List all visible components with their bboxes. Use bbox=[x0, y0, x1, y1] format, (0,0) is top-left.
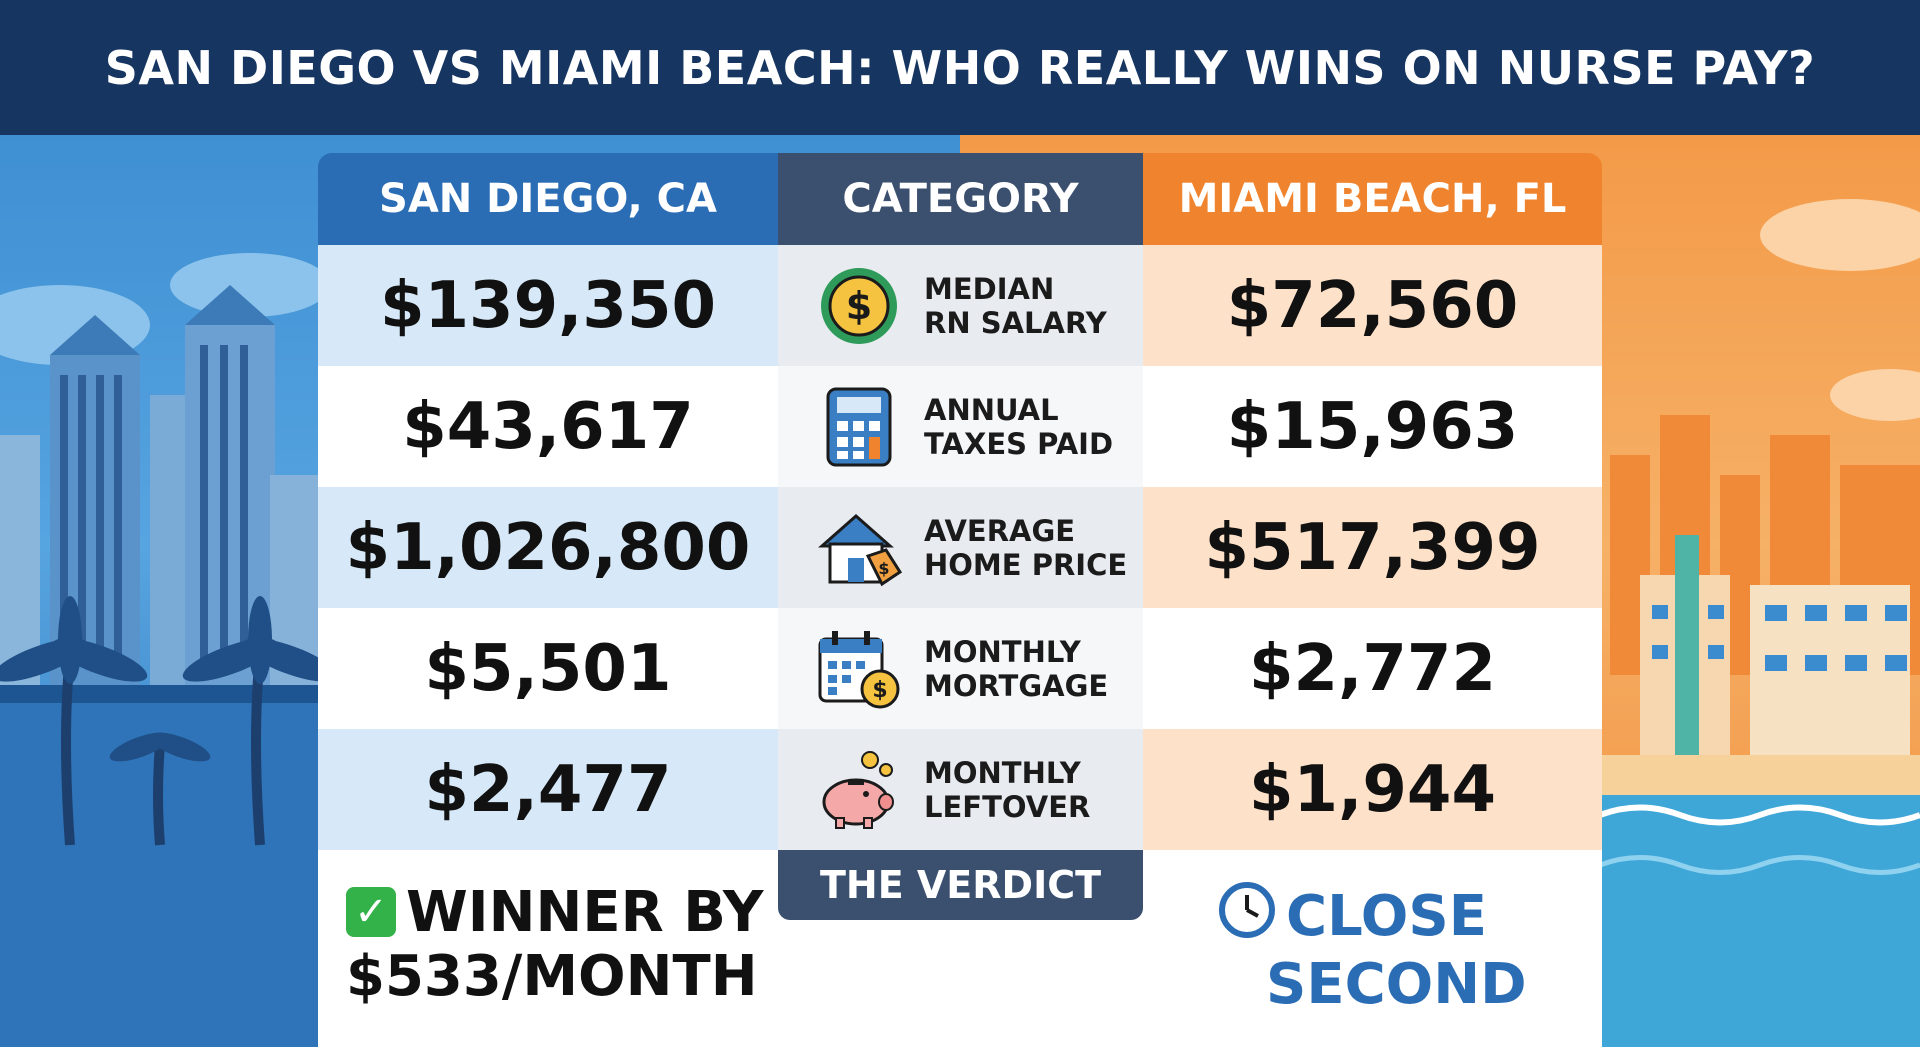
title-bar: SAN DIEGO VS MIAMI BEACH: WHO REALLY WIN… bbox=[0, 0, 1920, 135]
page-title: SAN DIEGO VS MIAMI BEACH: WHO REALLY WIN… bbox=[104, 40, 1816, 95]
category-row: MONTHLY LEFTOVER bbox=[778, 729, 1143, 850]
category-label-line2: MORTGAGE bbox=[924, 668, 1109, 703]
san-diego-salary: $139,350 bbox=[318, 245, 778, 366]
house-price-tag-icon: $ bbox=[816, 505, 902, 591]
category-header: CATEGORY bbox=[778, 153, 1143, 245]
category-row: $ MEDIAN RN SALARY bbox=[778, 245, 1143, 366]
category-column: CATEGORY $ MEDIAN RN SALARY ANNUAL TAXES P… bbox=[778, 153, 1143, 850]
svg-text:$: $ bbox=[878, 559, 889, 578]
category-row: ANNUAL TAXES PAID bbox=[778, 366, 1143, 487]
piggy-bank-icon bbox=[816, 747, 902, 833]
winner-text: ✓ WINNER BY $533/MONTH bbox=[346, 881, 763, 1009]
miami-leftover: $1,944 bbox=[1143, 729, 1602, 850]
san-diego-header: SAN DIEGO, CA bbox=[318, 153, 778, 245]
calculator-icon bbox=[816, 384, 902, 470]
svg-text:$: $ bbox=[846, 284, 872, 328]
miami-taxes: $15,963 bbox=[1143, 366, 1602, 487]
miami-home-price: $517,399 bbox=[1143, 487, 1602, 608]
san-diego-column: SAN DIEGO, CA $139,350 $43,617 $1,026,80… bbox=[318, 153, 778, 850]
category-label-line2: TAXES PAID bbox=[924, 426, 1114, 461]
san-diego-taxes: $43,617 bbox=[318, 366, 778, 487]
clock-icon bbox=[1218, 881, 1276, 953]
svg-text:$: $ bbox=[872, 678, 887, 703]
san-diego-home-price: $1,026,800 bbox=[318, 487, 778, 608]
san-diego-skyline-illustration bbox=[0, 135, 320, 1047]
comparison-table: SAN DIEGO, CA $139,350 $43,617 $1,026,80… bbox=[318, 153, 1602, 1047]
close-line1: CLOSE bbox=[1286, 884, 1487, 949]
verdict-wrapper: THE VERDICT bbox=[778, 850, 1143, 920]
calendar-dollar-icon: $ bbox=[816, 626, 902, 712]
miami-beach-illustration bbox=[1600, 135, 1920, 1047]
close-second-text: CLOSE SECOND bbox=[1218, 881, 1527, 1017]
san-diego-mortgage: $5,501 bbox=[318, 608, 778, 729]
miami-mortgage: $2,772 bbox=[1143, 608, 1602, 729]
miami-salary: $72,560 bbox=[1143, 245, 1602, 366]
category-label-line2: LEFTOVER bbox=[924, 789, 1091, 824]
winner-line1: WINNER BY bbox=[406, 880, 764, 945]
category-label-line1: AVERAGE bbox=[924, 513, 1076, 548]
dollar-coin-icon: $ bbox=[816, 263, 902, 349]
category-row: $ AVERAGE HOME PRICE bbox=[778, 487, 1143, 608]
category-label-line1: MONTHLY bbox=[924, 755, 1081, 790]
san-diego-verdict-panel bbox=[318, 850, 778, 1047]
category-label-line1: MEDIAN bbox=[924, 271, 1055, 306]
miami-verdict-panel bbox=[1143, 850, 1602, 1047]
category-row: $ MONTHLY MORTGAGE bbox=[778, 608, 1143, 729]
check-icon: ✓ bbox=[346, 887, 396, 937]
close-line2: SECOND bbox=[1266, 952, 1527, 1017]
verdict-label: THE VERDICT bbox=[778, 850, 1143, 920]
miami-beach-column: MIAMI BEACH, FL $72,560 $15,963 $517,399… bbox=[1143, 153, 1602, 850]
category-label-line1: MONTHLY bbox=[924, 634, 1081, 669]
miami-beach-header: MIAMI BEACH, FL bbox=[1143, 153, 1602, 245]
category-label-line1: ANNUAL bbox=[924, 392, 1059, 427]
san-diego-leftover: $2,477 bbox=[318, 729, 778, 850]
category-label-line2: RN SALARY bbox=[924, 305, 1107, 340]
category-label-line2: HOME PRICE bbox=[924, 547, 1128, 582]
winner-line2: $533/MONTH bbox=[346, 944, 758, 1009]
